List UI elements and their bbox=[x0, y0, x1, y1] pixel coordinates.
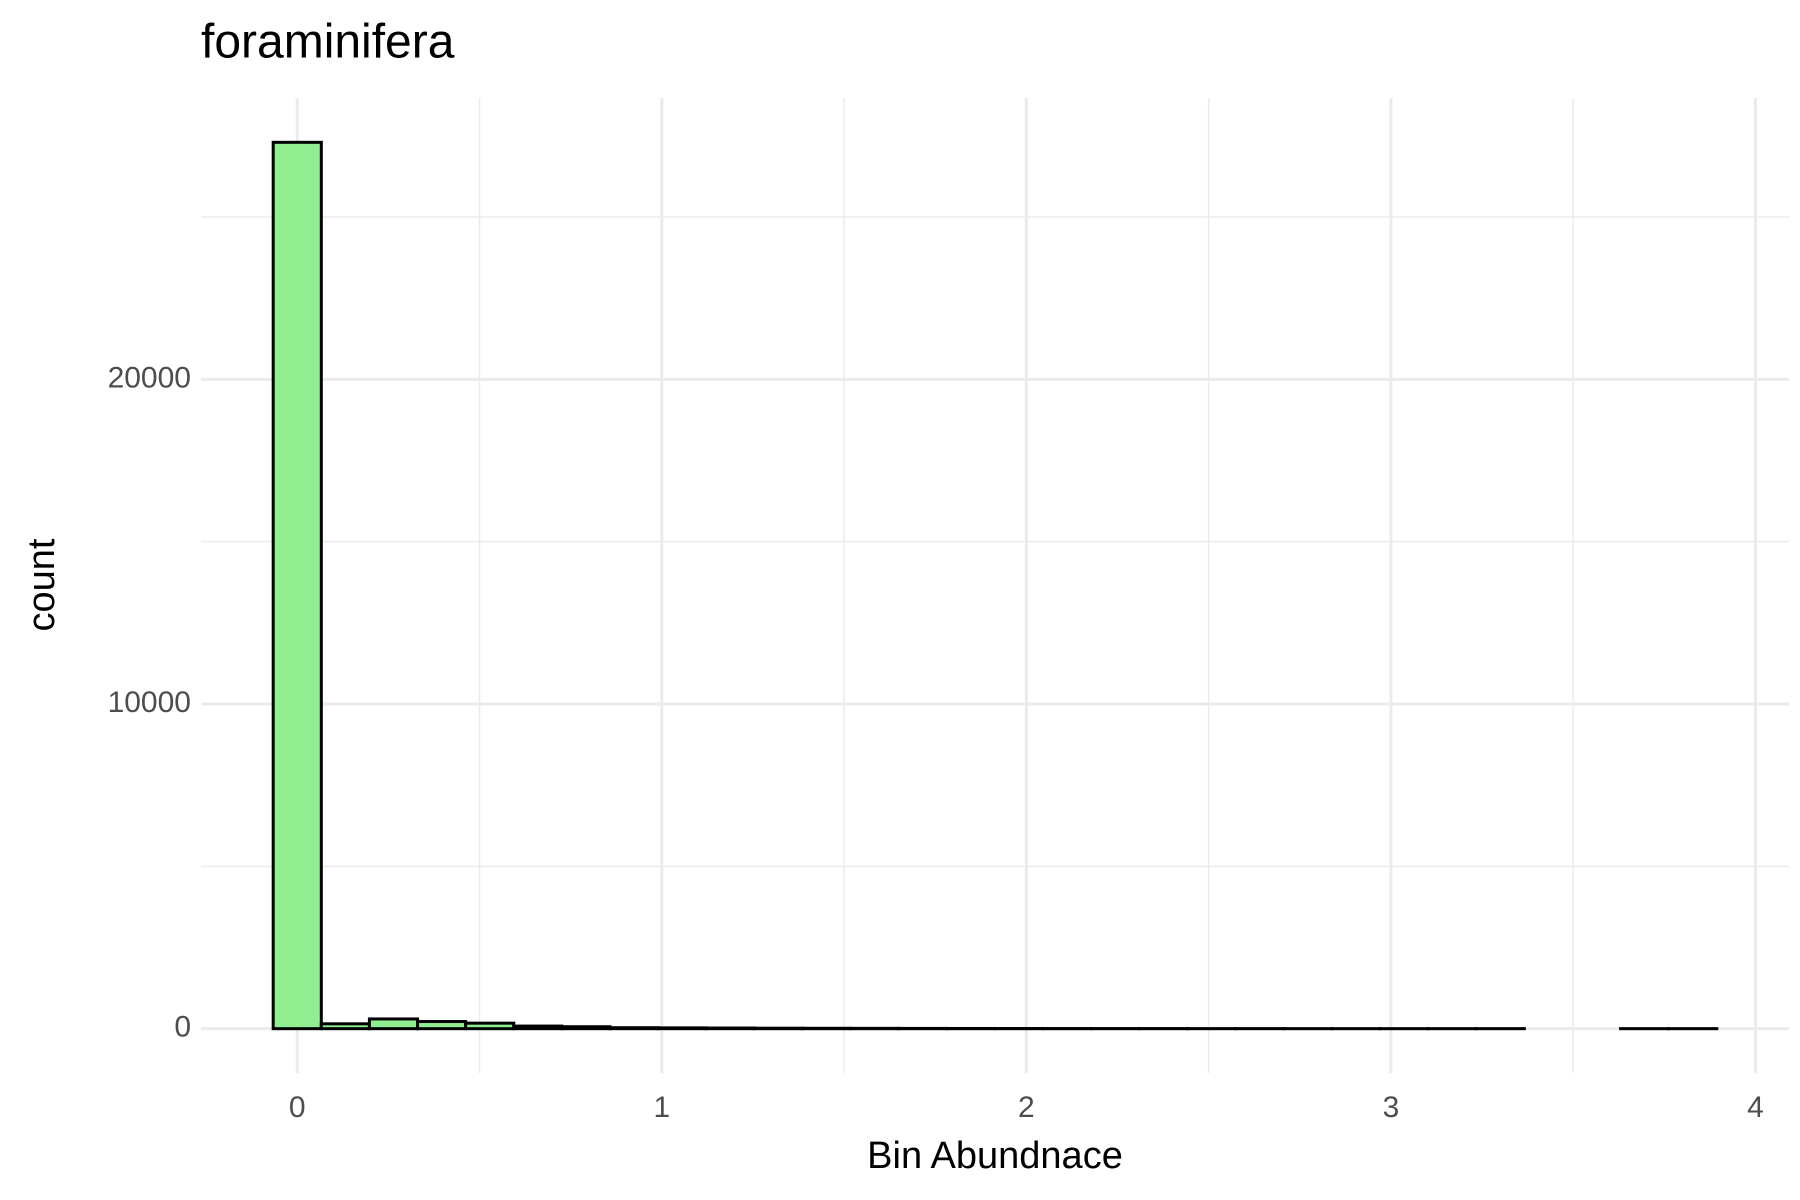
x-tick-label: 0 bbox=[289, 1091, 306, 1124]
bar bbox=[367, 1017, 420, 1031]
bars bbox=[271, 140, 1719, 1031]
y-axis-title: count bbox=[21, 538, 63, 631]
x-tick-label: 3 bbox=[1383, 1091, 1400, 1124]
bar bbox=[464, 1021, 516, 1031]
y-tick-label: 10000 bbox=[108, 686, 191, 719]
bar bbox=[656, 1026, 708, 1031]
bar bbox=[512, 1024, 564, 1031]
bar bbox=[608, 1026, 660, 1031]
chart-title: foraminifera bbox=[201, 16, 455, 69]
bar bbox=[560, 1025, 612, 1031]
grid bbox=[201, 98, 1789, 1073]
bar bbox=[319, 1022, 371, 1031]
bar bbox=[704, 1026, 756, 1031]
x-tick-label: 1 bbox=[653, 1091, 670, 1124]
x-tick-label: 4 bbox=[1747, 1091, 1764, 1124]
bar bbox=[416, 1020, 468, 1031]
x-tick-label: 2 bbox=[1018, 1091, 1035, 1124]
bar bbox=[271, 140, 323, 1031]
x-axis-title: Bin Abundnace bbox=[867, 1135, 1123, 1177]
y-tick-label: 0 bbox=[174, 1011, 191, 1044]
y-tick-label: 20000 bbox=[108, 361, 191, 394]
